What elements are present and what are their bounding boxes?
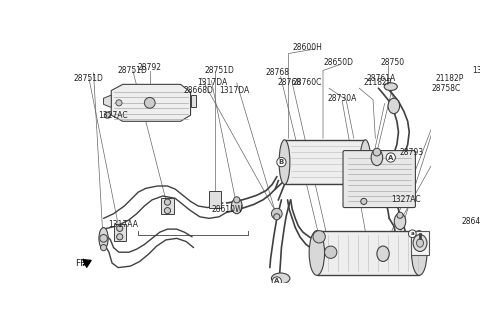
Circle shape [117,225,123,232]
Ellipse shape [417,239,423,247]
Text: 28610W: 28610W [211,204,242,214]
Circle shape [408,230,416,238]
Text: 28768: 28768 [277,78,301,87]
Text: 1327AC: 1327AC [98,111,128,121]
Text: a: a [410,231,414,236]
Circle shape [164,208,170,214]
Text: 1327AC: 1327AC [391,195,420,204]
Circle shape [397,212,403,218]
Text: 28750: 28750 [380,58,404,67]
Polygon shape [191,95,196,107]
Text: 28668D: 28668D [183,86,213,95]
Circle shape [104,112,110,118]
Circle shape [274,214,280,220]
Ellipse shape [411,231,427,275]
Text: 28758C: 28758C [432,84,461,93]
Ellipse shape [394,213,406,230]
Text: 21182P: 21182P [364,78,392,87]
Circle shape [116,100,122,106]
Text: 28641A: 28641A [462,217,480,226]
Text: 28650D: 28650D [324,58,353,67]
Circle shape [144,97,155,108]
Circle shape [277,157,286,167]
Ellipse shape [309,231,324,275]
Text: A: A [274,279,279,285]
Bar [285,140,365,184]
Ellipse shape [371,149,383,166]
Circle shape [117,234,123,240]
Ellipse shape [99,228,108,249]
Text: 28730A: 28730A [327,94,357,103]
Text: 28792: 28792 [138,63,162,72]
Ellipse shape [377,246,389,261]
Text: 1317DA: 1317DA [219,86,250,95]
Text: 28760C: 28760C [292,78,322,87]
Bar [209,191,221,208]
Circle shape [100,245,107,251]
Text: 28761A: 28761A [366,74,396,83]
Circle shape [361,198,367,204]
Text: 28793: 28793 [400,148,424,157]
Ellipse shape [384,83,397,91]
Bar [114,224,126,241]
Circle shape [100,234,108,242]
Text: 1317DA: 1317DA [197,78,227,87]
Text: 28751D: 28751D [118,66,148,75]
Text: 21182P: 21182P [435,74,464,83]
Text: FR.: FR. [75,259,89,267]
Polygon shape [111,84,191,121]
Text: 1317DA: 1317DA [473,66,480,75]
Ellipse shape [413,234,427,252]
Bar [411,231,429,255]
Circle shape [313,231,325,243]
Circle shape [324,246,337,259]
Ellipse shape [271,273,290,284]
FancyArrowPatch shape [83,260,91,267]
Polygon shape [104,95,111,107]
Circle shape [373,148,381,156]
Text: B: B [279,159,284,165]
Ellipse shape [388,98,400,114]
Bar [317,231,419,275]
Bar [161,197,174,214]
Text: 28751D: 28751D [74,74,104,83]
Text: A: A [388,155,394,161]
Text: 1317AA: 1317AA [108,220,138,229]
Ellipse shape [231,198,242,214]
FancyBboxPatch shape [343,151,415,208]
Text: 28768: 28768 [265,68,289,77]
Circle shape [386,153,396,162]
Circle shape [234,197,240,203]
Text: 28751D: 28751D [204,66,234,75]
Circle shape [272,277,281,286]
Text: 28600H: 28600H [293,43,323,52]
Circle shape [164,199,170,205]
Circle shape [271,208,282,219]
Ellipse shape [279,140,290,184]
Ellipse shape [360,140,371,184]
